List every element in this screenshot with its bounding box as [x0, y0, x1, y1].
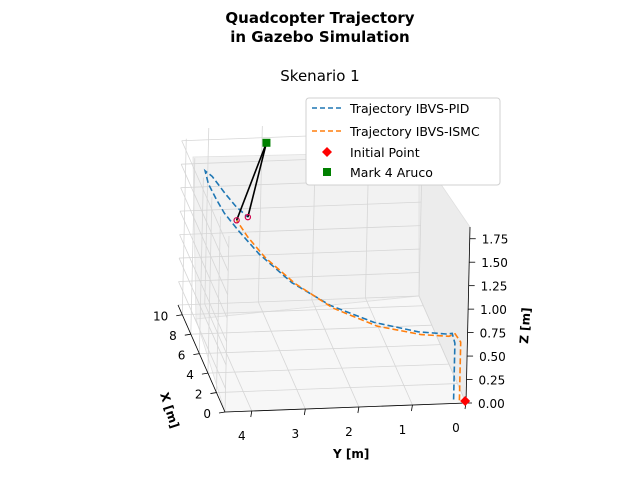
- x-tick-mark-0: [218, 411, 226, 414]
- grid-z-left-1.75: [181, 140, 230, 248]
- grid-x-wall-0: [224, 235, 230, 413]
- grid-x-wall-2: [216, 216, 221, 393]
- grid-z-right-0.50: [179, 248, 421, 259]
- grid-x-wall-6: [198, 177, 204, 354]
- x-tick-mark-2: [210, 392, 217, 394]
- z-tick-label-0.25: 0.25: [479, 374, 506, 388]
- z-tick-label-1.00: 1.00: [480, 303, 507, 317]
- x-tick-mark-4: [201, 372, 208, 375]
- grid-x-floor-4: [207, 363, 449, 374]
- grid-z-left-1.50: [180, 164, 229, 272]
- legend-label-initial-point: Initial Point: [350, 145, 420, 160]
- x-tick-mark-8: [184, 333, 191, 336]
- x-tick-mark-10: [176, 314, 183, 317]
- legend-marker-initial-point: [322, 147, 332, 157]
- grid-x-floor-10: [182, 305, 424, 316]
- legend-label-ibvs-ismc: Trajectory IBVS-ISMC: [349, 124, 480, 139]
- y-tick-mark-4: [250, 410, 253, 418]
- grid-x-floor-6: [199, 344, 441, 355]
- z-tick-label-0.00: 0.00: [478, 397, 505, 411]
- marker-initial-point: [460, 396, 471, 407]
- x-tick-label-6: 6: [178, 349, 186, 363]
- y-tick-mark-1: [411, 404, 413, 412]
- marker-aruco: [262, 138, 271, 147]
- tick-labels: 0246810012340.000.250.500.751.001.251.50…: [153, 233, 508, 443]
- grid-z-right-0.00: [177, 295, 420, 306]
- z-tick-label-1.50: 1.50: [481, 256, 508, 270]
- z-tick-label-0.75: 0.75: [480, 327, 507, 341]
- z-axis-line: [465, 226, 471, 404]
- y-tick-mark-3: [303, 408, 306, 416]
- axis-lines: [176, 226, 476, 418]
- data-series: [203, 138, 471, 407]
- chart-subtitle: Skenario 1: [280, 67, 360, 85]
- grid-y-floor-0: [418, 295, 467, 404]
- y-tick-mark-2: [357, 406, 360, 414]
- trajectory-end-circle-1: [233, 217, 240, 224]
- grid-z-left-1.25: [180, 187, 229, 295]
- y-tick-label-2: 2: [345, 425, 353, 439]
- y-tick-label-0: 0: [452, 421, 460, 435]
- legend-label-ibvs-pid: Trajectory IBVS-PID: [349, 101, 469, 116]
- grid-z-left-0.50: [178, 257, 227, 366]
- aruco-sight-line-0: [247, 142, 268, 218]
- series-line-1: [235, 219, 462, 401]
- z-tick-label-0.50: 0.50: [479, 350, 506, 364]
- y-axis-line: [224, 402, 467, 413]
- y-tick-label-1: 1: [399, 423, 407, 437]
- x-axis-label: X [m]: [157, 391, 182, 430]
- grid-z-right-1.00: [180, 201, 422, 212]
- x-tick-label-8: 8: [169, 329, 177, 343]
- y-tick-label-4: 4: [238, 429, 246, 443]
- x-tick-label-2: 2: [195, 388, 203, 402]
- grid-x-wall-4: [207, 197, 213, 374]
- legend: Trajectory IBVS-PID Trajectory IBVS-ISMC…: [305, 97, 501, 186]
- grid-y-wall-4: [204, 127, 210, 305]
- z-axis-label: Z [m]: [517, 307, 534, 344]
- y-axis-label: Y [m]: [332, 447, 369, 461]
- grid-z-left-0.25: [178, 281, 226, 389]
- z-tick-label-1.75: 1.75: [482, 233, 509, 247]
- trajectory-end-circle-0: [244, 213, 252, 221]
- x-tick-label-4: 4: [186, 368, 194, 382]
- grid-z-right-0.75: [179, 225, 421, 235]
- legend-frame: [305, 97, 501, 186]
- x-tick-label-10: 10: [153, 310, 168, 324]
- grid-y-floor-1: [365, 297, 413, 406]
- y-tick-label-3: 3: [292, 427, 300, 441]
- x-axis-line: [177, 304, 226, 413]
- grid-z-right-0.25: [178, 272, 420, 282]
- x-tick-mark-6: [193, 353, 200, 356]
- grid-y-floor-2: [311, 299, 360, 408]
- grid-y-floor-3: [257, 301, 306, 410]
- grid-x-floor-2: [216, 383, 458, 393]
- grid-x-wall-8: [190, 158, 196, 335]
- grid-z-left-1.00: [179, 210, 228, 319]
- grid-x-wall-10: [181, 138, 187, 315]
- legend-label-aruco: Mark 4 Aruco: [350, 165, 433, 180]
- legend-marker-aruco: [323, 168, 331, 176]
- figure-title-line1: Quadcopter Trajectory: [225, 9, 415, 27]
- z-tick-label-1.25: 1.25: [481, 280, 508, 294]
- x-tick-label-0: 0: [203, 407, 211, 421]
- figure-title-line2: in Gazebo Simulation: [230, 28, 410, 46]
- grid-y-floor-4: [204, 303, 253, 412]
- grid-z-left-0.75: [179, 234, 227, 342]
- aruco-sight-line-1: [235, 142, 268, 221]
